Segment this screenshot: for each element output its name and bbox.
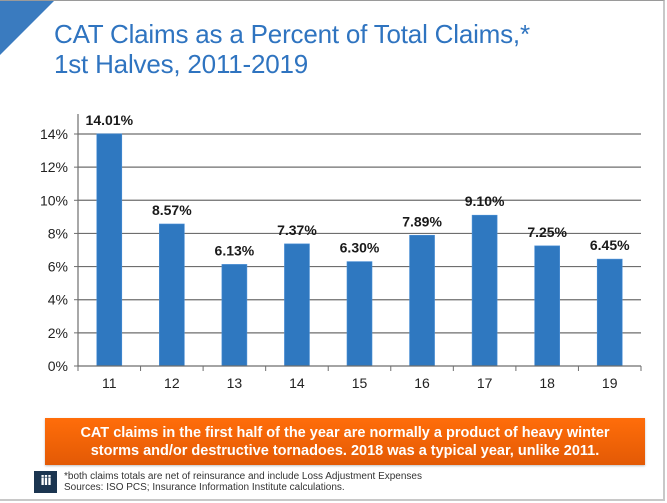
title-line-1: CAT Claims as a Percent of Total Claims,… (54, 19, 530, 49)
bar (221, 264, 248, 367)
y-tick-label: 10% (40, 192, 68, 208)
y-tick-label: 8% (48, 225, 68, 241)
data-label: 6.13% (215, 242, 255, 258)
bar (96, 133, 123, 367)
x-tick-label: 14 (289, 375, 305, 391)
bar (596, 258, 623, 367)
banner-line-2: storms and/or destructive tornadoes. 201… (90, 442, 600, 459)
data-label: 7.37% (277, 222, 317, 238)
data-label: 7.25% (527, 224, 567, 240)
axes (74, 114, 642, 371)
bar (346, 261, 373, 367)
x-tick-labels: 11 12 13 14 15 16 17 18 19 (102, 375, 618, 391)
corner-accent-triangle (0, 1, 54, 55)
y-tick-label: 2% (48, 325, 68, 341)
footnote-sources: Sources: ISO PCS; Insurance Information … (64, 482, 345, 493)
data-label: 8.57% (152, 202, 192, 218)
bar (409, 234, 435, 367)
data-labels: 14.01% 8.57% 6.13% 7.37% 6.30% 7.89% 9.10% 7.25… (86, 112, 631, 259)
bar (534, 245, 560, 367)
banner-line-1: CAT claims in the first half of the year… (80, 424, 610, 441)
footnote-note: *both claims totals are net of reinsuran… (64, 471, 422, 482)
y-tick-label: 12% (40, 159, 68, 175)
x-tick-label: 17 (477, 375, 493, 391)
y-tick-label: 14% (40, 126, 68, 142)
data-label: 6.45% (590, 237, 630, 253)
x-tick-label: 16 (414, 375, 430, 391)
x-tick-label: 15 (352, 375, 368, 391)
data-label: 7.89% (402, 213, 442, 229)
x-tick-label: 11 (102, 375, 117, 391)
y-tick-label: 4% (48, 292, 68, 308)
data-label: 14.01% (86, 112, 134, 128)
bars (96, 133, 623, 367)
callout-banner: CAT claims in the first half of the year… (45, 418, 645, 465)
x-tick-label: 13 (227, 375, 243, 391)
y-tick-labels: 0% 2% 4% 6% 8% 10% 12% 14% (40, 126, 68, 374)
data-label: 6.30% (340, 240, 380, 256)
iii-logo-icon: iii (34, 471, 57, 493)
x-tick-label: 18 (539, 375, 555, 391)
bar (159, 223, 185, 367)
slide-title: CAT Claims as a Percent of Total Claims,… (54, 19, 530, 79)
data-label: 9.10% (465, 193, 505, 209)
y-tick-label: 6% (48, 259, 68, 275)
x-tick-label: 12 (164, 375, 180, 391)
x-tick-label: 19 (602, 375, 618, 391)
y-tick-label: 0% (48, 358, 68, 374)
bar (284, 243, 310, 367)
bar (471, 214, 498, 367)
title-line-2: 1st Halves, 2011-2019 (54, 49, 309, 79)
footnote: *both claims totals are net of reinsuran… (64, 471, 422, 493)
